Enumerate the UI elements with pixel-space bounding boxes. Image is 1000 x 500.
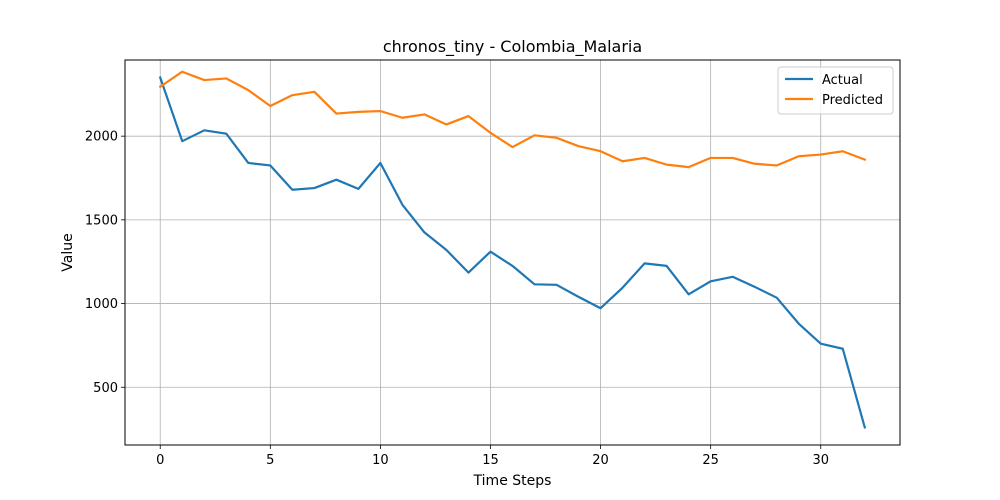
x-tick-label: 5 xyxy=(266,453,274,468)
x-tick-label: 20 xyxy=(592,453,609,468)
y-tick-label: 1500 xyxy=(85,213,118,228)
series-line-actual xyxy=(158,76,867,429)
grid xyxy=(125,60,900,445)
x-tick-label: 30 xyxy=(812,453,829,468)
chart-title: chronos_tiny - Colombia_Malaria xyxy=(383,37,642,57)
plot-frame xyxy=(124,59,901,446)
y-axis-label: Value xyxy=(60,233,76,271)
y-tick-label: 2000 xyxy=(85,130,118,145)
series-layer xyxy=(158,70,867,429)
legend-label-actual: Actual xyxy=(822,73,863,88)
y-tick-label: 1000 xyxy=(85,297,118,312)
x-axis-label: Time Steps xyxy=(473,473,552,489)
legend-label-predicted: Predicted xyxy=(822,93,883,108)
y-tick-label: 500 xyxy=(93,381,118,396)
x-tick-label: 0 xyxy=(156,453,164,468)
series-line-predicted xyxy=(158,70,867,169)
legend: Actual Predicted xyxy=(777,66,894,115)
axis-ticks: 0 5 10 15 20 25 30 500 1000 1500 2000 xyxy=(85,130,829,468)
x-tick-label: 25 xyxy=(702,453,719,468)
x-tick-label: 10 xyxy=(372,453,389,468)
x-tick-label: 15 xyxy=(482,453,499,468)
